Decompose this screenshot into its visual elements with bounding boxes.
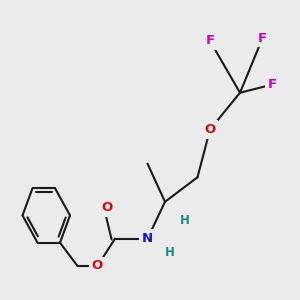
- Text: H: H: [180, 214, 190, 227]
- Text: F: F: [206, 34, 214, 47]
- Text: N: N: [142, 232, 153, 245]
- Text: O: O: [204, 123, 216, 136]
- Text: F: F: [258, 32, 267, 45]
- Text: F: F: [268, 78, 277, 91]
- Text: O: O: [102, 201, 113, 214]
- Text: O: O: [92, 260, 103, 272]
- Text: H: H: [165, 246, 175, 259]
